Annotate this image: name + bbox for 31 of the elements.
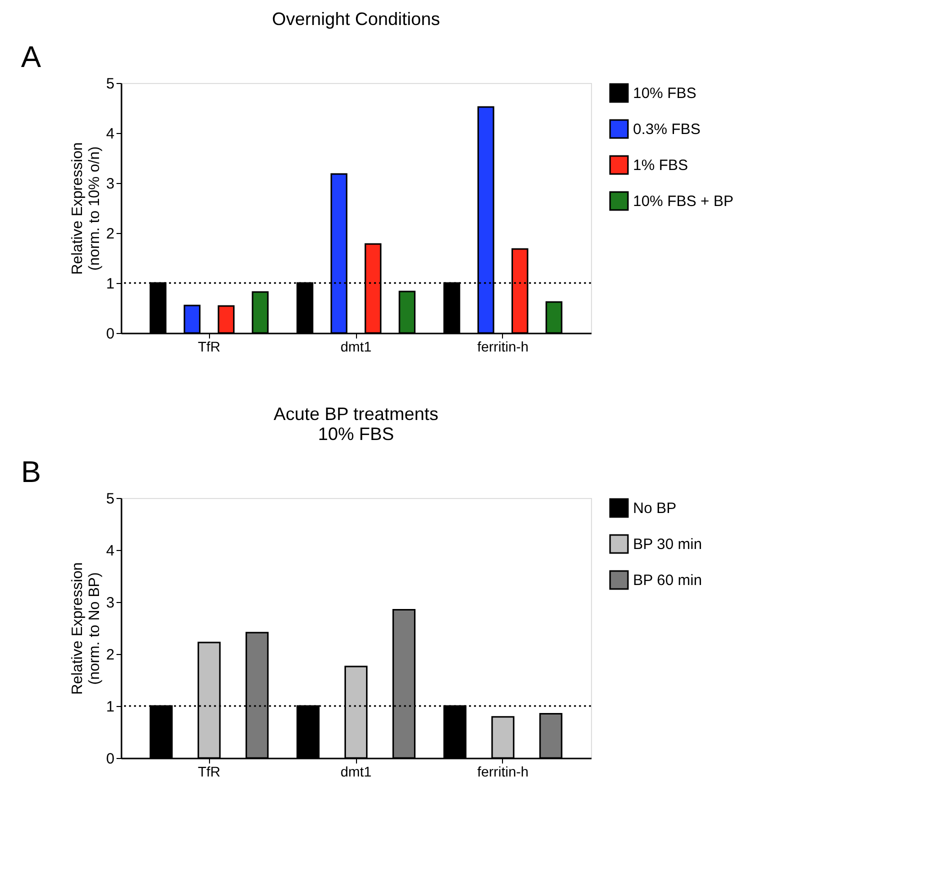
y-tick-label: 4 — [106, 126, 114, 142]
legend-label: BP 60 min — [633, 572, 702, 589]
x-tick-label: TfR — [198, 764, 220, 780]
legend-label: 0.3% FBS — [633, 121, 701, 138]
y-tick-label: 1 — [106, 698, 114, 716]
y-tick-label: 1 — [106, 276, 114, 292]
y-tick-label: 0 — [106, 750, 114, 768]
x-tick-label: dmt1 — [340, 338, 372, 354]
text: A — [21, 41, 42, 74]
y-tick-label: 5 — [106, 76, 114, 92]
x-tick-label: dmt1 — [340, 764, 372, 780]
x-tick-label: TfR — [198, 338, 220, 354]
x-tick-label: ferritin-h — [477, 764, 529, 780]
y-tick-label: 4 — [106, 542, 114, 560]
legend-label: No BP — [633, 500, 676, 517]
legend-label: 10% FBS — [633, 85, 696, 102]
y-axis-title: Relative Expression (norm. to No BP) — [69, 562, 104, 695]
text: B — [21, 456, 42, 489]
y-tick-label: 0 — [106, 326, 114, 342]
y-tick-label: 2 — [106, 226, 114, 242]
y-tick-label: 2 — [106, 646, 114, 664]
y-tick-label: 5 — [106, 490, 114, 508]
legend-label: 1% FBS — [633, 157, 688, 174]
legend-label: 10% FBS + BP — [633, 193, 734, 210]
y-axis-title: Relative Expression (norm. to 10% o/n) — [69, 142, 104, 275]
legend-label: BP 30 min — [633, 536, 702, 553]
y-tick-label: 3 — [106, 176, 114, 192]
y-tick-label: 3 — [106, 594, 114, 612]
chart-title: Acute BP treatments 10% FBS — [274, 404, 438, 444]
x-tick-label: ferritin-h — [477, 338, 529, 354]
chart-title: Overnight Conditions — [272, 9, 440, 29]
